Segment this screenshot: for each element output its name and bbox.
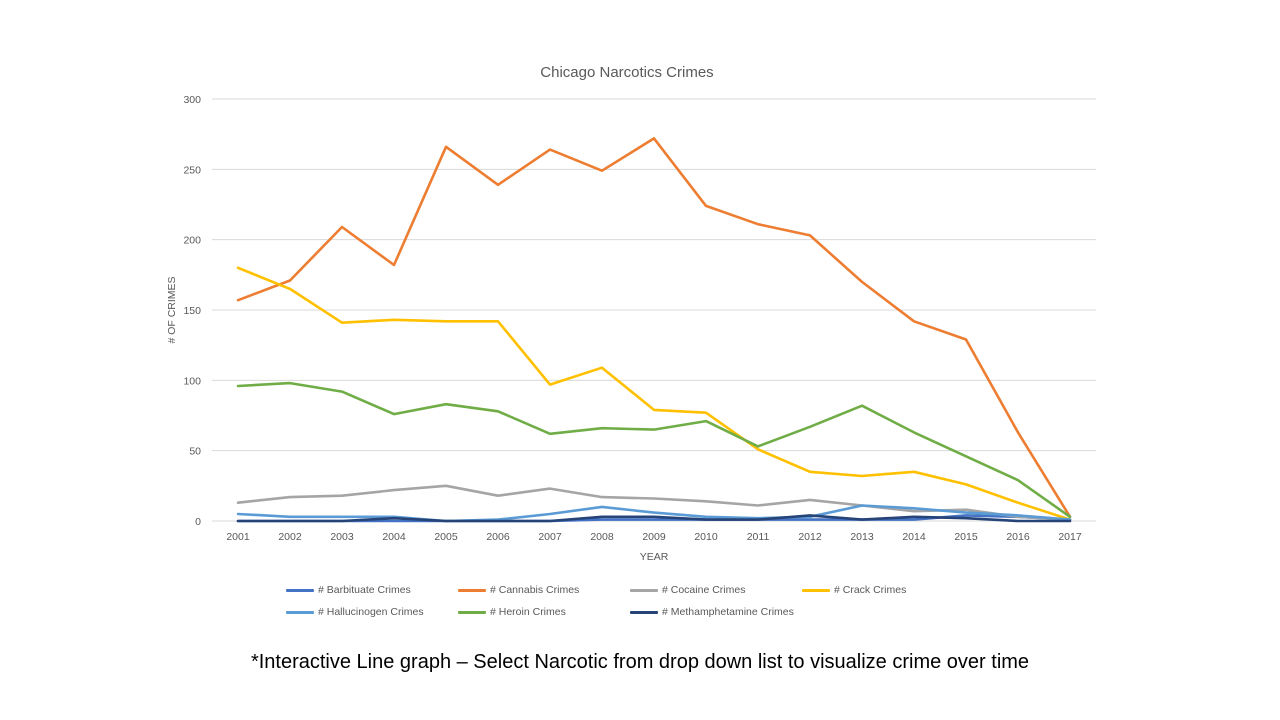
- series-lines: [236, 137, 1072, 523]
- series-line-cocaine-crimes: [236, 484, 1072, 521]
- legend-label: # Barbituate Crimes: [318, 584, 411, 596]
- x-tick-label: 2001: [226, 531, 250, 543]
- y-tick-label: 0: [195, 516, 201, 528]
- x-tick-label: 2016: [1006, 531, 1030, 543]
- legend-swatch: [458, 588, 486, 592]
- series-line-hallucinogen-crimes: [236, 504, 1072, 523]
- x-tick-label: 2009: [642, 531, 666, 543]
- x-tick-label: 2011: [747, 531, 770, 543]
- x-tick-label: 2013: [850, 531, 874, 543]
- x-tick-label: 2006: [486, 531, 510, 543]
- legend-item[interactable]: # Hallucinogen Crimes: [286, 602, 424, 622]
- caption-text: *Interactive Line graph – Select Narcoti…: [250, 651, 1030, 673]
- legend-label: # Cocaine Crimes: [662, 584, 746, 596]
- y-tick-label: 300: [183, 94, 201, 106]
- chart-title: Chicago Narcotics Crimes: [540, 64, 713, 81]
- series-line-heroin-crimes: [236, 381, 1072, 519]
- x-tick-label: 2012: [798, 531, 822, 543]
- series-line-methamphetamine-crimes: [236, 514, 1072, 523]
- x-tick-label: 2008: [590, 531, 614, 543]
- y-tick-labels: 0 50 100 150 200 250 300: [183, 94, 201, 528]
- legend-label: # Cannabis Crimes: [490, 584, 580, 596]
- series-line-crack-crimes: [236, 266, 1072, 521]
- x-tick-label: 2003: [330, 531, 354, 543]
- legend-swatch: [286, 588, 314, 592]
- y-tick-label: 200: [183, 235, 201, 247]
- legend-item[interactable]: # Barbituate Crimes: [286, 580, 411, 600]
- x-tick-label: 2007: [538, 531, 562, 543]
- legend-item[interactable]: # Cocaine Crimes: [630, 580, 745, 600]
- legend-item[interactable]: # Cannabis Crimes: [458, 580, 579, 600]
- y-tick-label: 150: [183, 305, 201, 317]
- x-tick-label: 2017: [1058, 531, 1082, 543]
- y-tick-label: 100: [183, 375, 201, 387]
- x-axis-label: YEAR: [640, 551, 669, 563]
- legend-item[interactable]: # Methamphetamine Crimes: [630, 602, 794, 622]
- x-tick-labels: 2001 2002 2003 2004 2005 2006 2007 2008 2009 2010…: [226, 531, 1082, 543]
- y-axis-label: # OF CRIMES: [166, 276, 178, 343]
- legend-swatch: [458, 610, 486, 614]
- x-tick-label: 2010: [694, 531, 718, 543]
- legend-swatch: [630, 610, 658, 614]
- x-tick-label: 2002: [278, 531, 302, 543]
- x-tick-label: 2004: [382, 531, 406, 543]
- gridlines: [212, 98, 1096, 522]
- x-tick-label: 2015: [954, 531, 978, 543]
- legend-label: # Hallucinogen Crimes: [318, 606, 424, 618]
- legend-swatch: [630, 588, 658, 592]
- legend-item[interactable]: # Crack Crimes: [802, 580, 906, 600]
- legend-item[interactable]: # Heroin Crimes: [458, 602, 566, 622]
- y-tick-label: 50: [189, 446, 201, 458]
- y-tick-label: 250: [183, 164, 201, 176]
- legend-label: # Crack Crimes: [834, 584, 907, 596]
- legend-label: # Heroin Crimes: [490, 606, 566, 618]
- legend-swatch: [802, 588, 830, 592]
- x-tick-label: 2014: [902, 531, 926, 543]
- legend-label: # Methamphetamine Crimes: [662, 606, 794, 618]
- x-tick-label: 2005: [434, 531, 458, 543]
- series-line-cannabis-crimes: [236, 137, 1072, 519]
- legend: # Barbituate Crimes # Cannabis Crimes # Co…: [280, 580, 1100, 626]
- legend-swatch: [286, 610, 314, 614]
